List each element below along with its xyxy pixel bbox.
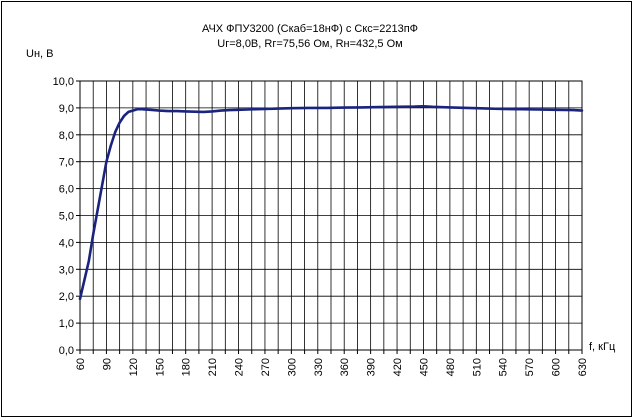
y-tick-label: 10,0 — [53, 76, 74, 88]
chart-title: АЧХ ФПУ3200 (Скаб=18нФ) с Скс=2213пФ — [202, 23, 418, 35]
x-tick-label: 390 — [366, 358, 378, 376]
y-tick-label: 1,0 — [59, 318, 74, 330]
x-tick-label: 450 — [418, 358, 430, 376]
x-tick-label: 360 — [339, 358, 351, 376]
x-axis-label: f, кГц — [589, 341, 616, 353]
x-tick-label: 240 — [234, 358, 246, 376]
x-tick-label: 600 — [551, 358, 563, 376]
x-tick-label: 630 — [577, 358, 589, 376]
y-tick-label: 8,0 — [59, 130, 74, 142]
y-tick-label: 3,0 — [59, 264, 74, 276]
x-tick-label: 60 — [75, 358, 87, 370]
x-tick-label: 180 — [181, 358, 193, 376]
y-tick-labels: 0,0 1,0 2,0 3,0 4,0 5,0 6,0 7,0 8,0 9,0 10,0 — [53, 76, 74, 357]
y-tick-label: 0,0 — [59, 345, 74, 357]
x-tick-label: 270 — [260, 358, 272, 376]
series-layer — [78, 105, 584, 301]
x-tick-label: 210 — [207, 358, 219, 376]
y-tick-label: 6,0 — [59, 184, 74, 196]
x-tick-labels: 60 90 120 150 180 210 240 270 300 330 360 390 420 450… — [75, 358, 589, 376]
x-tick-label: 330 — [313, 358, 325, 376]
plot-area-border — [79, 80, 583, 351]
x-tick-label: 120 — [128, 358, 140, 376]
x-tick-label: 480 — [445, 358, 457, 376]
y-tick-label: 9,0 — [59, 103, 74, 115]
grid-lines — [76, 80, 583, 354]
x-tick-label: 150 — [154, 358, 166, 376]
y-tick-label: 7,0 — [59, 157, 74, 169]
y-tick-label: 4,0 — [59, 237, 74, 249]
x-tick-label: 300 — [286, 358, 298, 376]
chart-subtitle: Uг=8,0В, Rг=75,56 Ом, Rн=432,5 Ом — [217, 38, 402, 50]
series-line — [78, 105, 584, 301]
y-tick-label: 5,0 — [59, 211, 74, 223]
x-tick-label: 570 — [524, 358, 536, 376]
x-tick-label: 540 — [498, 358, 510, 376]
x-tick-label: 90 — [101, 358, 113, 370]
y-tick-label: 2,0 — [59, 291, 74, 303]
y-axis-label: Uн, В — [26, 48, 53, 60]
x-tick-label: 510 — [471, 358, 483, 376]
x-tick-label: 420 — [392, 358, 404, 376]
